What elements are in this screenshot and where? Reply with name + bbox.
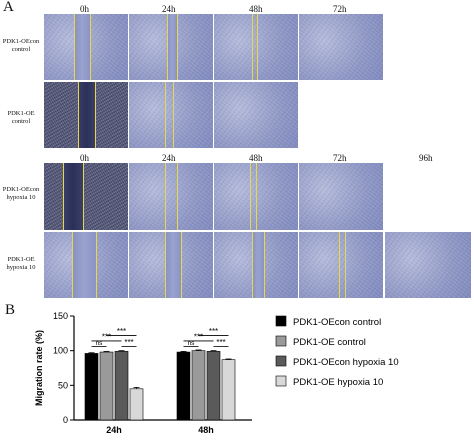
sig-label-24h-2: *** bbox=[124, 338, 133, 347]
legend-swatch-1 bbox=[275, 335, 287, 347]
legend-label-3: PDK1-OE hypoxia 10 bbox=[293, 377, 383, 388]
bar-48h-series-2 bbox=[206, 351, 221, 421]
sig-label-48h-2: *** bbox=[216, 338, 225, 347]
panel-a-letter: A bbox=[3, 0, 14, 15]
x-tick-label-48h: 48h bbox=[198, 425, 214, 435]
micrograph-oe-hypoxia-24h bbox=[129, 232, 213, 298]
legend-label-1: PDK1-OE control bbox=[293, 337, 366, 348]
micrograph-oecon-control-24h bbox=[129, 14, 213, 80]
micrograph-oe-hypoxia-96h bbox=[385, 232, 471, 298]
sig-label-24h-3: *** bbox=[117, 327, 126, 336]
y-tick-label-100: 100 bbox=[53, 346, 68, 356]
micrograph-oe-hypoxia-48h bbox=[214, 232, 298, 298]
time-label-48h-bottom: 48h bbox=[249, 153, 263, 163]
micrograph-oe-control-0h bbox=[44, 82, 128, 148]
legend-swatch-2 bbox=[275, 355, 287, 367]
micrograph-oecon-control-48h bbox=[214, 14, 298, 80]
legend-label-0: PDK1-OEcon control bbox=[293, 317, 381, 328]
time-label-24h-bottom: 24h bbox=[162, 153, 176, 163]
x-tick-label-24h: 24h bbox=[106, 425, 122, 435]
legend-swatch-3 bbox=[275, 375, 287, 387]
micrograph-oecon-control-72h bbox=[299, 14, 383, 80]
time-label-72h-bottom: 72h bbox=[333, 153, 347, 163]
micrograph-oecon-hypoxia-48h bbox=[214, 163, 298, 230]
bar-48h-series-3 bbox=[221, 359, 236, 421]
bar-48h-series-1 bbox=[191, 350, 206, 421]
row-label-oe-hypoxia: PDK1-OE hypoxia 10 bbox=[6, 256, 36, 272]
time-label-0h-top: 0h bbox=[80, 4, 89, 14]
time-label-72h-top: 72h bbox=[333, 4, 347, 14]
time-label-0h-bottom: 0h bbox=[80, 153, 89, 163]
bar-24h-series-2 bbox=[114, 351, 129, 421]
time-label-48h-top: 48h bbox=[249, 4, 263, 14]
micrograph-oe-hypoxia-72h bbox=[299, 232, 383, 298]
y-tick-label-0: 0 bbox=[63, 415, 68, 425]
y-axis-label: Migration rate (%) bbox=[34, 330, 44, 406]
bar-24h-series-1 bbox=[99, 351, 114, 421]
time-label-24h-top: 24h bbox=[162, 4, 176, 14]
y-tick-label-50: 50 bbox=[58, 380, 68, 390]
micrograph-oe-control-48h bbox=[214, 82, 298, 148]
sig-label-48h-1: *** bbox=[194, 332, 203, 341]
legend-swatch-0 bbox=[275, 315, 287, 327]
time-label-96h-bottom: 96h bbox=[419, 153, 433, 163]
micrograph-oecon-control-0h bbox=[44, 14, 128, 80]
panel-b-letter: B bbox=[5, 302, 16, 318]
y-tick-label-150: 150 bbox=[53, 311, 68, 321]
bar-24h-series-0 bbox=[84, 353, 99, 421]
micrograph-oecon-hypoxia-72h bbox=[299, 163, 383, 230]
legend-label-2: PDK1-OEcon hypoxia 10 bbox=[293, 357, 399, 368]
row-label-oe-control: PDK1-OE control bbox=[7, 110, 35, 126]
micrograph-oecon-hypoxia-24h bbox=[129, 163, 213, 230]
bar-24h-series-3 bbox=[129, 388, 144, 421]
micrograph-oe-control-24h bbox=[129, 82, 213, 148]
sig-label-24h-1: *** bbox=[102, 332, 111, 341]
sig-label-48h-0: ns bbox=[188, 340, 196, 347]
row-label-oecon-hypoxia: PDK1-OEcon hypoxia 10 bbox=[2, 186, 40, 202]
sig-label-48h-3: *** bbox=[209, 327, 218, 336]
row-label-oecon-control: PDK1-OEcon control bbox=[2, 38, 40, 54]
micrograph-oe-hypoxia-0h bbox=[44, 232, 128, 298]
micrograph-oecon-hypoxia-0h bbox=[44, 163, 128, 230]
sig-label-24h-0: ns bbox=[96, 340, 104, 347]
bar-48h-series-0 bbox=[176, 351, 191, 421]
